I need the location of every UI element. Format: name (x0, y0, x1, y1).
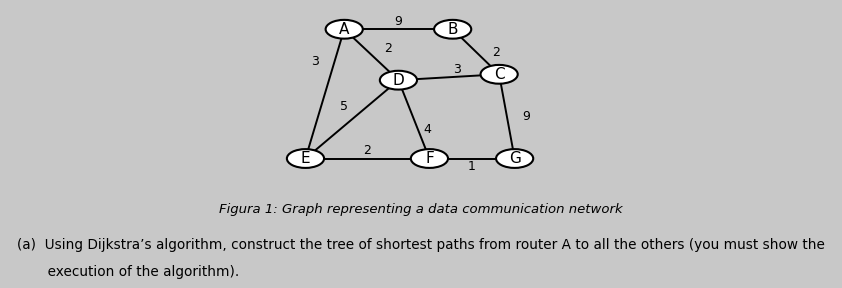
Text: G: G (509, 151, 520, 166)
Text: 3: 3 (312, 55, 319, 68)
Circle shape (380, 71, 417, 90)
Text: 2: 2 (384, 42, 392, 55)
Circle shape (411, 149, 448, 168)
Text: 9: 9 (522, 110, 530, 123)
Text: 2: 2 (364, 144, 371, 157)
Text: 9: 9 (395, 15, 402, 28)
Text: 4: 4 (424, 123, 431, 136)
Text: A: A (339, 22, 349, 37)
Text: E: E (301, 151, 311, 166)
Text: 3: 3 (453, 63, 461, 76)
Text: 5: 5 (339, 100, 348, 113)
Text: Figura 1: Graph representing a data communication network: Figura 1: Graph representing a data comm… (219, 203, 623, 216)
Text: 2: 2 (492, 46, 500, 59)
Text: 1: 1 (468, 160, 476, 173)
Circle shape (481, 65, 518, 84)
Text: C: C (493, 67, 504, 82)
Text: F: F (425, 151, 434, 166)
Text: (a)  Using Dijkstra’s algorithm, construct the tree of shortest paths from route: (a) Using Dijkstra’s algorithm, construc… (17, 238, 824, 252)
Circle shape (287, 149, 324, 168)
Circle shape (326, 20, 363, 39)
Text: B: B (447, 22, 458, 37)
Text: execution of the algorithm).: execution of the algorithm). (17, 265, 239, 279)
Circle shape (496, 149, 533, 168)
Circle shape (434, 20, 472, 39)
Text: D: D (392, 73, 404, 88)
